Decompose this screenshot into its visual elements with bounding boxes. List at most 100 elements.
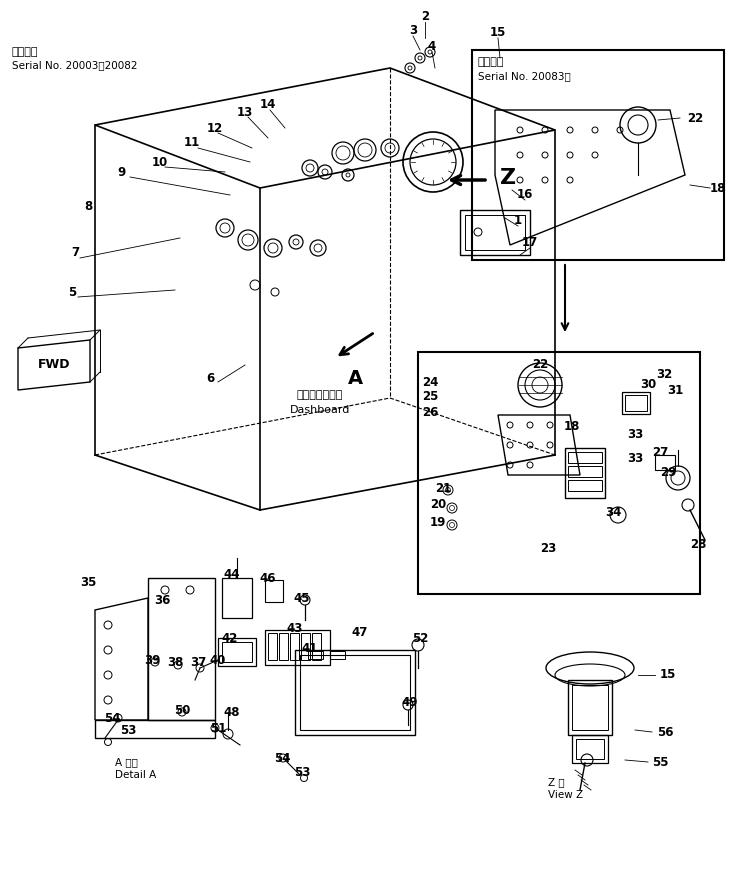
Text: 55: 55 xyxy=(652,756,668,768)
Text: 10: 10 xyxy=(152,155,168,168)
Text: 22: 22 xyxy=(532,358,548,371)
Text: 24: 24 xyxy=(422,376,438,388)
Text: 49: 49 xyxy=(402,697,418,709)
Text: 37: 37 xyxy=(190,656,206,669)
Text: 14: 14 xyxy=(260,99,276,111)
Text: 26: 26 xyxy=(422,407,438,420)
Bar xyxy=(265,580,283,602)
Text: 39: 39 xyxy=(144,654,160,667)
Bar xyxy=(279,633,288,660)
Text: 22: 22 xyxy=(687,111,703,124)
Text: 28: 28 xyxy=(690,539,706,551)
Text: 35: 35 xyxy=(80,575,96,588)
Text: 50: 50 xyxy=(174,704,191,716)
Text: Z: Z xyxy=(500,168,516,188)
Bar xyxy=(565,448,605,498)
Bar xyxy=(418,352,700,594)
Text: 47: 47 xyxy=(352,625,368,639)
Text: 32: 32 xyxy=(656,369,672,382)
Text: 2: 2 xyxy=(421,10,429,23)
Text: 12: 12 xyxy=(207,122,223,134)
Text: 52: 52 xyxy=(412,632,429,645)
Bar xyxy=(308,651,323,659)
Bar xyxy=(568,466,602,477)
Text: 29: 29 xyxy=(660,466,676,479)
Text: 5: 5 xyxy=(68,286,76,298)
Bar xyxy=(576,739,604,759)
Bar xyxy=(568,480,602,491)
Bar xyxy=(568,680,612,735)
Text: 19: 19 xyxy=(430,515,446,528)
Text: 13: 13 xyxy=(237,106,253,118)
Text: 51: 51 xyxy=(210,721,226,735)
Bar xyxy=(265,630,330,665)
Bar xyxy=(222,578,252,618)
Text: 9: 9 xyxy=(118,166,126,178)
Text: ダッシュボード: ダッシュボード xyxy=(297,390,343,400)
Text: 適用号機: 適用号機 xyxy=(478,57,504,67)
Bar xyxy=(625,395,647,411)
Text: 16: 16 xyxy=(517,189,533,201)
Text: 6: 6 xyxy=(206,371,214,385)
Text: Z 視: Z 視 xyxy=(548,777,564,787)
Text: 53: 53 xyxy=(293,766,310,779)
Text: Serial No. 20003～20082: Serial No. 20003～20082 xyxy=(12,60,137,70)
Bar xyxy=(572,735,608,763)
Text: Serial No. 20083～: Serial No. 20083～ xyxy=(478,71,571,81)
Text: 4: 4 xyxy=(428,40,436,53)
Text: 31: 31 xyxy=(667,384,683,397)
Text: 56: 56 xyxy=(657,726,673,738)
Text: Dashboard: Dashboard xyxy=(290,405,350,415)
Text: 15: 15 xyxy=(490,26,506,39)
Text: 42: 42 xyxy=(222,632,238,645)
Text: 46: 46 xyxy=(260,572,276,585)
Bar xyxy=(472,50,724,260)
Text: 54: 54 xyxy=(104,712,120,724)
Text: 36: 36 xyxy=(154,594,170,607)
Text: 15: 15 xyxy=(660,669,676,682)
Text: 適用号機: 適用号機 xyxy=(12,47,39,57)
Bar xyxy=(655,455,675,470)
Text: 1: 1 xyxy=(514,213,522,227)
Bar xyxy=(218,638,256,666)
Text: 40: 40 xyxy=(210,654,226,667)
Bar xyxy=(330,651,345,659)
Text: 44: 44 xyxy=(224,569,240,581)
Text: 17: 17 xyxy=(522,235,538,249)
Bar xyxy=(301,633,310,660)
Bar xyxy=(465,215,525,250)
Bar xyxy=(295,650,415,735)
Text: 11: 11 xyxy=(184,137,200,150)
Bar xyxy=(460,210,530,255)
Bar xyxy=(268,633,277,660)
Text: 53: 53 xyxy=(120,723,137,736)
Text: A 詳細: A 詳細 xyxy=(115,757,138,767)
Text: 41: 41 xyxy=(301,641,318,654)
Text: 3: 3 xyxy=(409,24,417,36)
Text: 45: 45 xyxy=(293,592,310,604)
Bar xyxy=(222,642,252,662)
Text: 27: 27 xyxy=(652,445,668,459)
Text: 54: 54 xyxy=(274,751,291,765)
Bar xyxy=(312,633,321,660)
Text: 18: 18 xyxy=(710,182,726,195)
Bar xyxy=(568,452,602,463)
Text: 7: 7 xyxy=(71,245,79,258)
Text: A: A xyxy=(347,369,363,387)
Text: 25: 25 xyxy=(422,391,438,403)
Text: 48: 48 xyxy=(224,706,240,719)
Text: Detail A: Detail A xyxy=(115,770,156,780)
Text: 34: 34 xyxy=(605,506,621,519)
Text: View Z: View Z xyxy=(548,790,583,800)
Text: 23: 23 xyxy=(540,542,556,555)
Text: 18: 18 xyxy=(564,421,580,433)
Bar xyxy=(300,655,410,730)
Text: 43: 43 xyxy=(287,622,303,634)
Bar xyxy=(622,392,650,414)
Bar xyxy=(572,685,608,730)
Text: 30: 30 xyxy=(640,378,656,392)
Text: 8: 8 xyxy=(84,200,92,213)
Bar xyxy=(290,633,299,660)
Text: FWD: FWD xyxy=(38,358,70,371)
Text: 20: 20 xyxy=(430,498,446,512)
